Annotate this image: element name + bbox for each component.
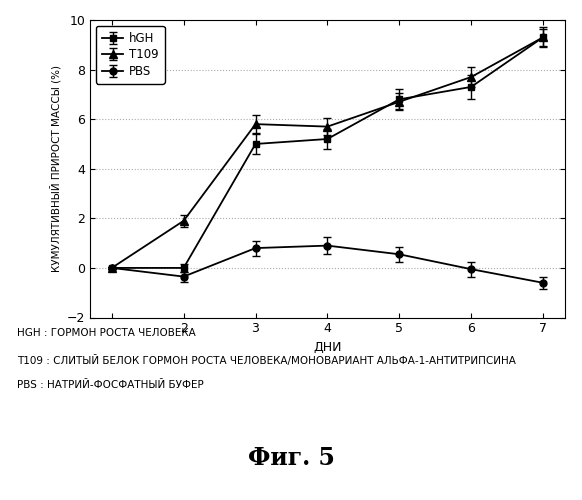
Y-axis label: КУМУЛЯТИВНЫЙ ПРИРОСТ МАССЫ (%): КУМУЛЯТИВНЫЙ ПРИРОСТ МАССЫ (%) <box>50 65 62 272</box>
Text: T109 : СЛИТЫЙ БЕЛОК ГОРМОН РОСТА ЧЕЛОВЕКА/МОНОВАРИАНТ АЛЬФА-1-АНТИТРИПСИНА: T109 : СЛИТЫЙ БЕЛОК ГОРМОН РОСТА ЧЕЛОВЕК… <box>17 355 516 366</box>
Text: HGH : ГОРМОН РОСТА ЧЕЛОВЕКА: HGH : ГОРМОН РОСТА ЧЕЛОВЕКА <box>17 328 196 338</box>
X-axis label: ДНИ: ДНИ <box>313 341 342 354</box>
Text: PBS : НАТРИЙ-ФОСФАТНЫЙ БУФЕР: PBS : НАТРИЙ-ФОСФАТНЫЙ БУФЕР <box>17 380 204 390</box>
Legend: hGH, T109, PBS: hGH, T109, PBS <box>96 26 165 84</box>
Text: Фиг. 5: Фиг. 5 <box>247 446 335 470</box>
